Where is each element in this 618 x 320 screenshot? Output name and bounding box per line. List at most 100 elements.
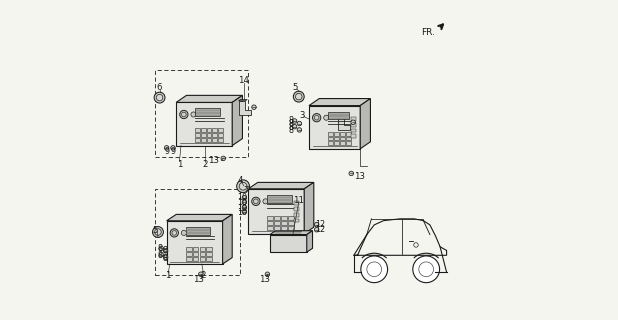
Text: 8: 8	[157, 244, 162, 253]
Bar	[281, 216, 287, 220]
Bar	[281, 226, 287, 230]
Text: 13: 13	[353, 172, 365, 180]
Bar	[294, 219, 299, 222]
Bar	[294, 207, 299, 211]
Bar	[200, 252, 205, 256]
Circle shape	[159, 252, 163, 257]
Bar	[350, 129, 357, 132]
Bar	[346, 137, 351, 140]
Bar	[340, 137, 345, 140]
Bar	[206, 257, 212, 260]
Bar	[268, 226, 273, 230]
Text: 10: 10	[237, 198, 247, 207]
Bar	[195, 128, 200, 132]
Bar	[350, 117, 357, 121]
Bar	[195, 108, 219, 116]
Bar	[186, 252, 192, 256]
Circle shape	[154, 229, 161, 235]
Text: 9: 9	[164, 147, 169, 156]
Text: 8: 8	[157, 252, 162, 260]
Bar	[288, 216, 294, 220]
Bar	[328, 112, 349, 119]
Bar	[193, 252, 198, 256]
Text: 2: 2	[201, 271, 206, 280]
Bar	[195, 133, 200, 137]
Text: 8: 8	[289, 126, 294, 135]
Circle shape	[294, 91, 304, 102]
Polygon shape	[232, 95, 242, 146]
Bar	[340, 132, 345, 136]
Bar	[206, 138, 211, 142]
Polygon shape	[176, 95, 242, 102]
Circle shape	[324, 115, 329, 120]
Bar	[186, 257, 192, 260]
Bar	[206, 128, 211, 132]
Text: 14: 14	[238, 76, 249, 85]
Bar	[288, 221, 294, 225]
Text: 4: 4	[237, 176, 243, 185]
Bar	[186, 227, 210, 235]
Polygon shape	[176, 102, 232, 146]
Bar	[350, 123, 357, 127]
Text: 7: 7	[243, 186, 248, 195]
Text: 11: 11	[294, 196, 304, 204]
Circle shape	[153, 227, 163, 237]
Text: 5: 5	[293, 83, 298, 92]
Circle shape	[297, 128, 302, 132]
Circle shape	[351, 120, 355, 124]
Circle shape	[154, 92, 165, 103]
Polygon shape	[307, 231, 313, 252]
Circle shape	[292, 124, 297, 129]
Text: 13: 13	[208, 156, 219, 165]
Text: 9: 9	[171, 147, 176, 156]
Text: 5: 5	[152, 226, 158, 235]
Bar	[206, 133, 211, 137]
Circle shape	[163, 255, 168, 260]
Circle shape	[181, 230, 187, 236]
Bar	[288, 226, 294, 230]
Circle shape	[242, 196, 247, 200]
Text: 8: 8	[289, 116, 294, 125]
Circle shape	[315, 228, 319, 232]
Text: 12: 12	[315, 225, 326, 234]
Polygon shape	[222, 214, 232, 264]
Bar	[218, 138, 222, 142]
Circle shape	[170, 229, 179, 237]
Circle shape	[292, 119, 297, 123]
Bar	[274, 221, 280, 225]
Bar	[212, 138, 217, 142]
Circle shape	[361, 256, 387, 283]
Circle shape	[252, 197, 260, 205]
Circle shape	[263, 199, 268, 204]
Circle shape	[413, 256, 439, 283]
Polygon shape	[248, 189, 304, 234]
Text: 8: 8	[162, 254, 167, 263]
Bar	[212, 128, 217, 132]
Circle shape	[295, 93, 302, 100]
Bar	[270, 235, 307, 252]
Bar	[218, 133, 222, 137]
Bar	[193, 257, 198, 260]
Circle shape	[297, 121, 302, 126]
Bar	[334, 137, 339, 140]
Circle shape	[239, 182, 247, 190]
Polygon shape	[239, 101, 251, 115]
Bar	[201, 128, 206, 132]
Text: 10: 10	[237, 208, 247, 217]
Bar	[212, 133, 217, 137]
Bar	[154, 70, 248, 157]
Polygon shape	[360, 99, 370, 149]
Text: 8: 8	[289, 119, 294, 128]
Bar	[186, 247, 192, 251]
Circle shape	[171, 146, 176, 150]
Bar	[193, 247, 198, 251]
Circle shape	[221, 156, 226, 161]
Bar	[294, 213, 299, 217]
Bar	[200, 257, 205, 260]
Circle shape	[253, 199, 258, 204]
Circle shape	[163, 249, 168, 253]
Circle shape	[252, 105, 256, 109]
Text: 13: 13	[193, 275, 204, 284]
Text: 6: 6	[157, 83, 163, 92]
Bar	[334, 141, 339, 145]
